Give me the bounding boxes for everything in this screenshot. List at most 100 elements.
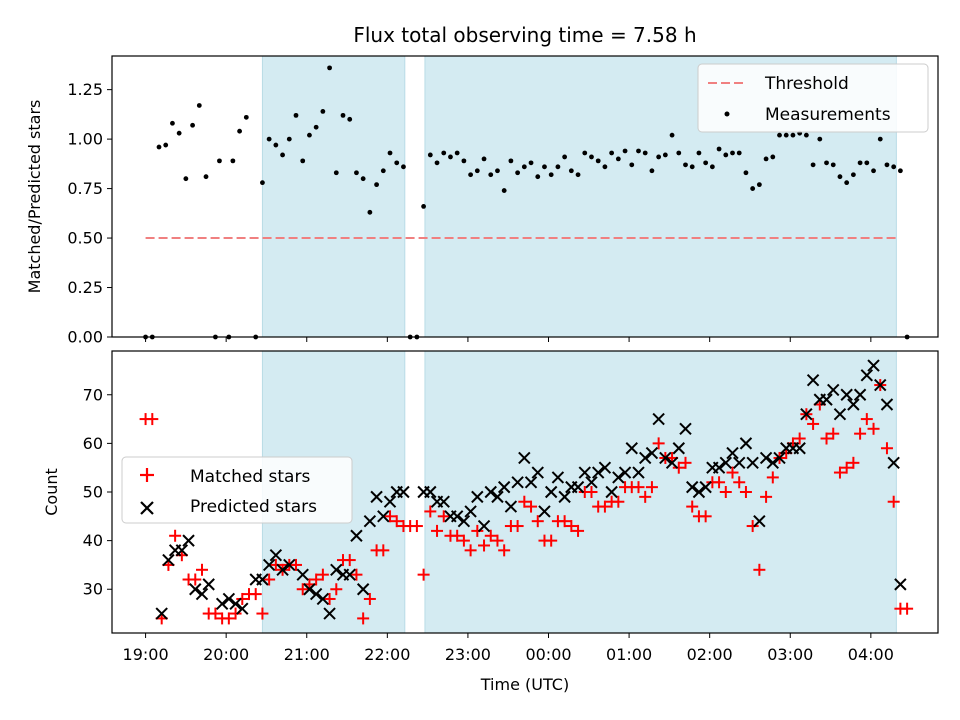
matched-star-point bbox=[739, 486, 752, 498]
measurement-point bbox=[683, 162, 688, 168]
matched-stars-points bbox=[139, 379, 914, 625]
predicted-star-point bbox=[806, 373, 820, 387]
measurement-point bbox=[669, 132, 675, 138]
measurement-point bbox=[756, 182, 762, 188]
measurement-point bbox=[488, 172, 494, 178]
predicted-star-point bbox=[833, 407, 847, 421]
measurement-point bbox=[568, 168, 574, 174]
matched-star-point bbox=[269, 558, 282, 571]
predicted-star-point bbox=[323, 607, 336, 620]
measurement-point bbox=[649, 168, 655, 174]
predicted-star-point bbox=[551, 471, 565, 484]
predicted-stars-points bbox=[155, 359, 907, 620]
measurement-point bbox=[441, 150, 447, 156]
measurement-point bbox=[877, 136, 883, 142]
matched-star-point bbox=[146, 413, 159, 426]
matched-star-point bbox=[531, 515, 544, 528]
predicted-star-point bbox=[733, 456, 746, 470]
predicted-star-point bbox=[598, 461, 612, 474]
measurement-point bbox=[689, 164, 695, 170]
measurement-point bbox=[354, 170, 359, 176]
predicted-star-point bbox=[195, 587, 209, 601]
predicted-star-point bbox=[820, 393, 833, 406]
matched-star-point bbox=[484, 529, 497, 542]
matched-star-point bbox=[585, 486, 598, 498]
measurement-point bbox=[508, 158, 514, 164]
predicted-star-point bbox=[645, 446, 659, 460]
predicted-star-point bbox=[679, 422, 692, 436]
matched-star-point bbox=[363, 592, 376, 605]
predicted-star-point bbox=[464, 505, 477, 518]
legend-threshold-label: Threshold bbox=[764, 74, 849, 94]
predicted-star-point bbox=[437, 495, 450, 508]
predicted-star-point bbox=[309, 587, 323, 601]
measurement-point bbox=[676, 150, 682, 156]
observing-window-2 bbox=[424, 350, 897, 634]
measurement-point bbox=[642, 150, 648, 156]
matched-star-point bbox=[827, 427, 840, 440]
measurement-point bbox=[163, 142, 169, 148]
matched-star-point bbox=[384, 510, 397, 523]
measurement-point bbox=[501, 188, 507, 193]
predicted-star-point bbox=[894, 578, 907, 591]
predicted-star-point bbox=[236, 602, 249, 615]
predicted-star-point bbox=[484, 485, 497, 499]
matched-star-point bbox=[189, 573, 202, 586]
predicted-star-point bbox=[591, 466, 605, 479]
measurement-point bbox=[736, 150, 742, 156]
y-tick-label: 0.75 bbox=[67, 179, 103, 198]
matched-star-point bbox=[867, 422, 880, 435]
predicted-star-point bbox=[665, 456, 679, 470]
top-legend-box bbox=[697, 63, 929, 133]
x-axis-label: Time (UTC) bbox=[480, 675, 569, 694]
x-tick-label: 03:00 bbox=[767, 645, 813, 664]
matched-star-point bbox=[498, 544, 511, 557]
matched-star-point bbox=[249, 588, 262, 601]
measurement-point bbox=[454, 150, 460, 156]
matched-star-point bbox=[316, 568, 329, 581]
top-x-axis-ticks bbox=[145, 337, 872, 342]
predicted-star-point bbox=[558, 490, 571, 504]
matched-star-point bbox=[451, 529, 464, 542]
matched-star-point bbox=[860, 413, 873, 426]
predicted-star-point bbox=[504, 500, 518, 513]
measurement-point bbox=[884, 162, 890, 168]
measurement-point bbox=[394, 160, 400, 166]
predicted-star-point bbox=[471, 490, 484, 504]
measurement-point bbox=[273, 142, 279, 148]
matched-star-point bbox=[236, 592, 249, 605]
top-y-axis-ticks: 0.00 0.25 0.50 0.75 1.00 1.25 bbox=[67, 80, 112, 347]
measurement-point bbox=[723, 152, 729, 158]
matched-star-point bbox=[760, 490, 773, 503]
predicted-star-point bbox=[202, 578, 215, 591]
measurement-point bbox=[217, 158, 222, 164]
measurement-point bbox=[662, 152, 668, 158]
measurement-point bbox=[857, 160, 863, 166]
matched-star-point bbox=[518, 495, 531, 508]
matched-star-point bbox=[572, 524, 585, 537]
measurement-point bbox=[535, 174, 541, 180]
matched-star-point bbox=[887, 495, 900, 508]
matched-star-point bbox=[377, 544, 390, 557]
x-tick-label: 22:00 bbox=[364, 645, 410, 664]
measurement-point bbox=[709, 164, 715, 170]
predicted-star-point bbox=[497, 480, 511, 494]
bottom-x-axis-ticks: 19:00 20:00 21:00 22:00 23:00 00:00 01:00 02:00… bbox=[123, 633, 894, 664]
measurement-point bbox=[783, 132, 789, 138]
predicted-star-point bbox=[672, 442, 685, 455]
measurement-point bbox=[374, 182, 379, 188]
top-y-axis-label: Matched/Predicted stars bbox=[25, 100, 44, 294]
predicted-star-point bbox=[222, 592, 236, 606]
measurement-point bbox=[542, 164, 547, 170]
matched-star-point bbox=[753, 563, 766, 576]
matched-star-point bbox=[726, 466, 739, 479]
predicted-star-point bbox=[256, 573, 269, 586]
predicted-star-point bbox=[712, 461, 726, 474]
measurement-point bbox=[803, 132, 809, 138]
matched-star-point bbox=[296, 583, 309, 596]
predicted-star-point bbox=[538, 505, 551, 518]
measurement-point bbox=[871, 168, 876, 174]
predicted-star-point bbox=[605, 485, 618, 499]
matched-star-point bbox=[417, 568, 430, 581]
y-tick-label: 50 bbox=[83, 483, 103, 502]
